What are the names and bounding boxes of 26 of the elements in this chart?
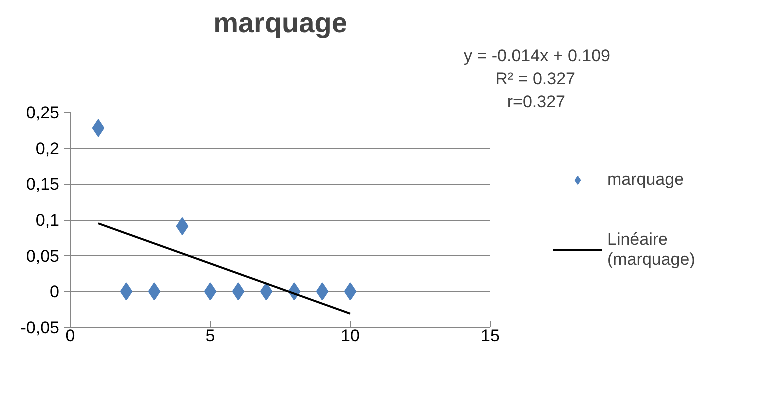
point bbox=[344, 282, 357, 301]
x-tick-label: 0 bbox=[66, 326, 76, 346]
y-tick-label: 0,05 bbox=[26, 246, 60, 266]
text: R² = 0.327 bbox=[496, 70, 576, 88]
chart-title: marquage bbox=[214, 8, 348, 38]
x-tick-label: 15 bbox=[481, 326, 500, 346]
y-tick-label: 0,15 bbox=[26, 175, 60, 194]
x-tick-label: 10 bbox=[341, 326, 360, 346]
point bbox=[92, 119, 105, 138]
y-tick-label: 0,1 bbox=[36, 211, 60, 230]
point bbox=[176, 217, 189, 236]
y-tick-label: 0 bbox=[50, 282, 60, 302]
point bbox=[120, 282, 133, 301]
y-tick-label: 0,2 bbox=[36, 139, 60, 158]
y-tick-label: 0,25 bbox=[26, 104, 60, 122]
point bbox=[232, 282, 245, 301]
point bbox=[260, 282, 273, 301]
point bbox=[204, 282, 217, 301]
point bbox=[316, 282, 329, 301]
text: y = -0.014x + 0.109 bbox=[464, 46, 611, 66]
y-tick-label: -0,05 bbox=[20, 318, 60, 338]
text: r=0.327 bbox=[507, 92, 566, 112]
x-tick-label: 5 bbox=[206, 326, 216, 346]
point bbox=[148, 282, 161, 301]
legend-label: Linéaire (marquage) bbox=[608, 230, 696, 270]
legend-label: marquage bbox=[608, 170, 686, 190]
